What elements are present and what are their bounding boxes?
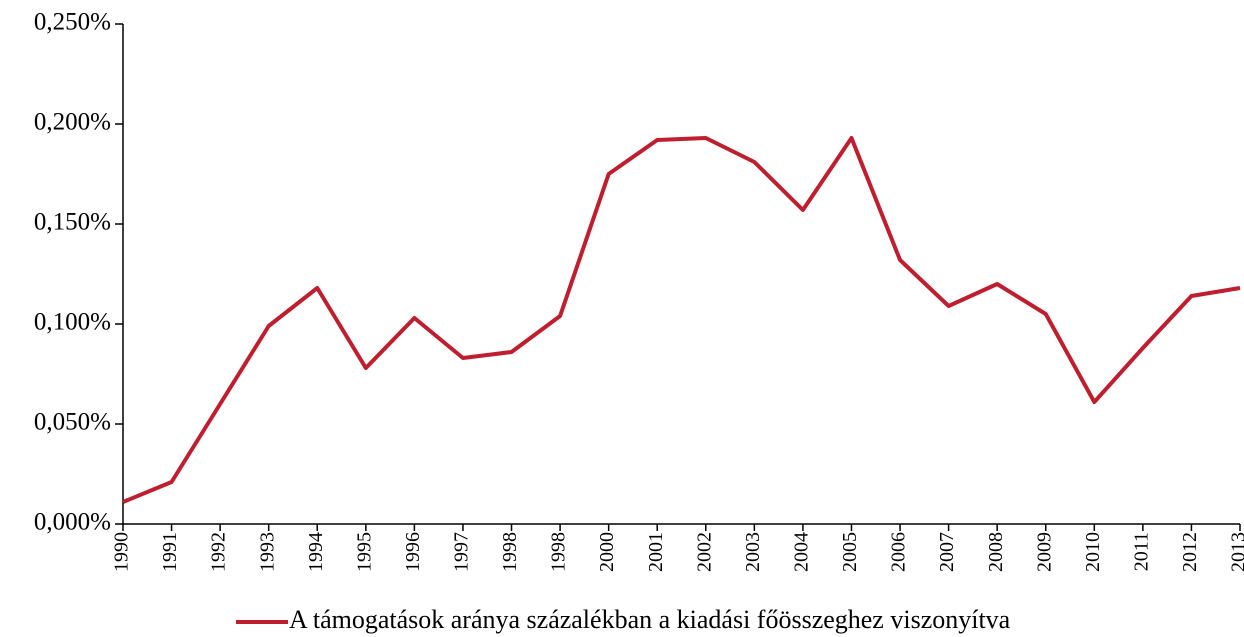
x-tick-label: 1992	[208, 532, 230, 572]
x-tick-label: 1994	[305, 532, 327, 572]
x-tick-label: 2002	[693, 532, 715, 572]
y-tick-label: 0,250%	[34, 9, 111, 36]
x-tick-label: 2003	[742, 532, 764, 572]
x-tick-label: 1998	[548, 532, 570, 572]
x-tick-label: 2000	[596, 532, 618, 572]
x-tick-label: 2013	[1228, 532, 1244, 572]
x-tick-label: 1993	[256, 532, 278, 572]
x-tick-label: 2010	[1082, 532, 1104, 572]
y-tick-label: 0,000%	[34, 509, 111, 536]
x-tick-label: 2001	[645, 532, 667, 572]
x-tick-label: 2004	[791, 532, 813, 572]
y-tick-label: 0,050%	[34, 409, 111, 436]
x-tick-label: 2005	[839, 532, 861, 572]
x-tick-label: 1990	[111, 532, 133, 572]
x-tick-label: 2008	[985, 532, 1007, 572]
x-tick-label: 1998	[499, 532, 521, 572]
x-tick-label: 1997	[451, 532, 473, 572]
y-tick-label: 0,100%	[34, 309, 111, 336]
x-tick-label: 1991	[159, 532, 181, 572]
series-line	[122, 136, 1241, 504]
legend-label: A támogatások aránya százalékban a kiadá…	[289, 605, 1011, 634]
x-tick-label: 1995	[353, 532, 375, 572]
x-tick-label: 2009	[1033, 532, 1055, 572]
y-tick-label: 0,200%	[34, 109, 111, 136]
x-tick-label: 2007	[936, 532, 958, 572]
x-tick-label: 2006	[888, 532, 910, 572]
y-tick-label: 0,150%	[34, 209, 111, 236]
x-tick-label: 2012	[1179, 532, 1201, 572]
x-tick-label: 1996	[402, 532, 424, 572]
x-tick-label: 2011	[1130, 532, 1152, 571]
